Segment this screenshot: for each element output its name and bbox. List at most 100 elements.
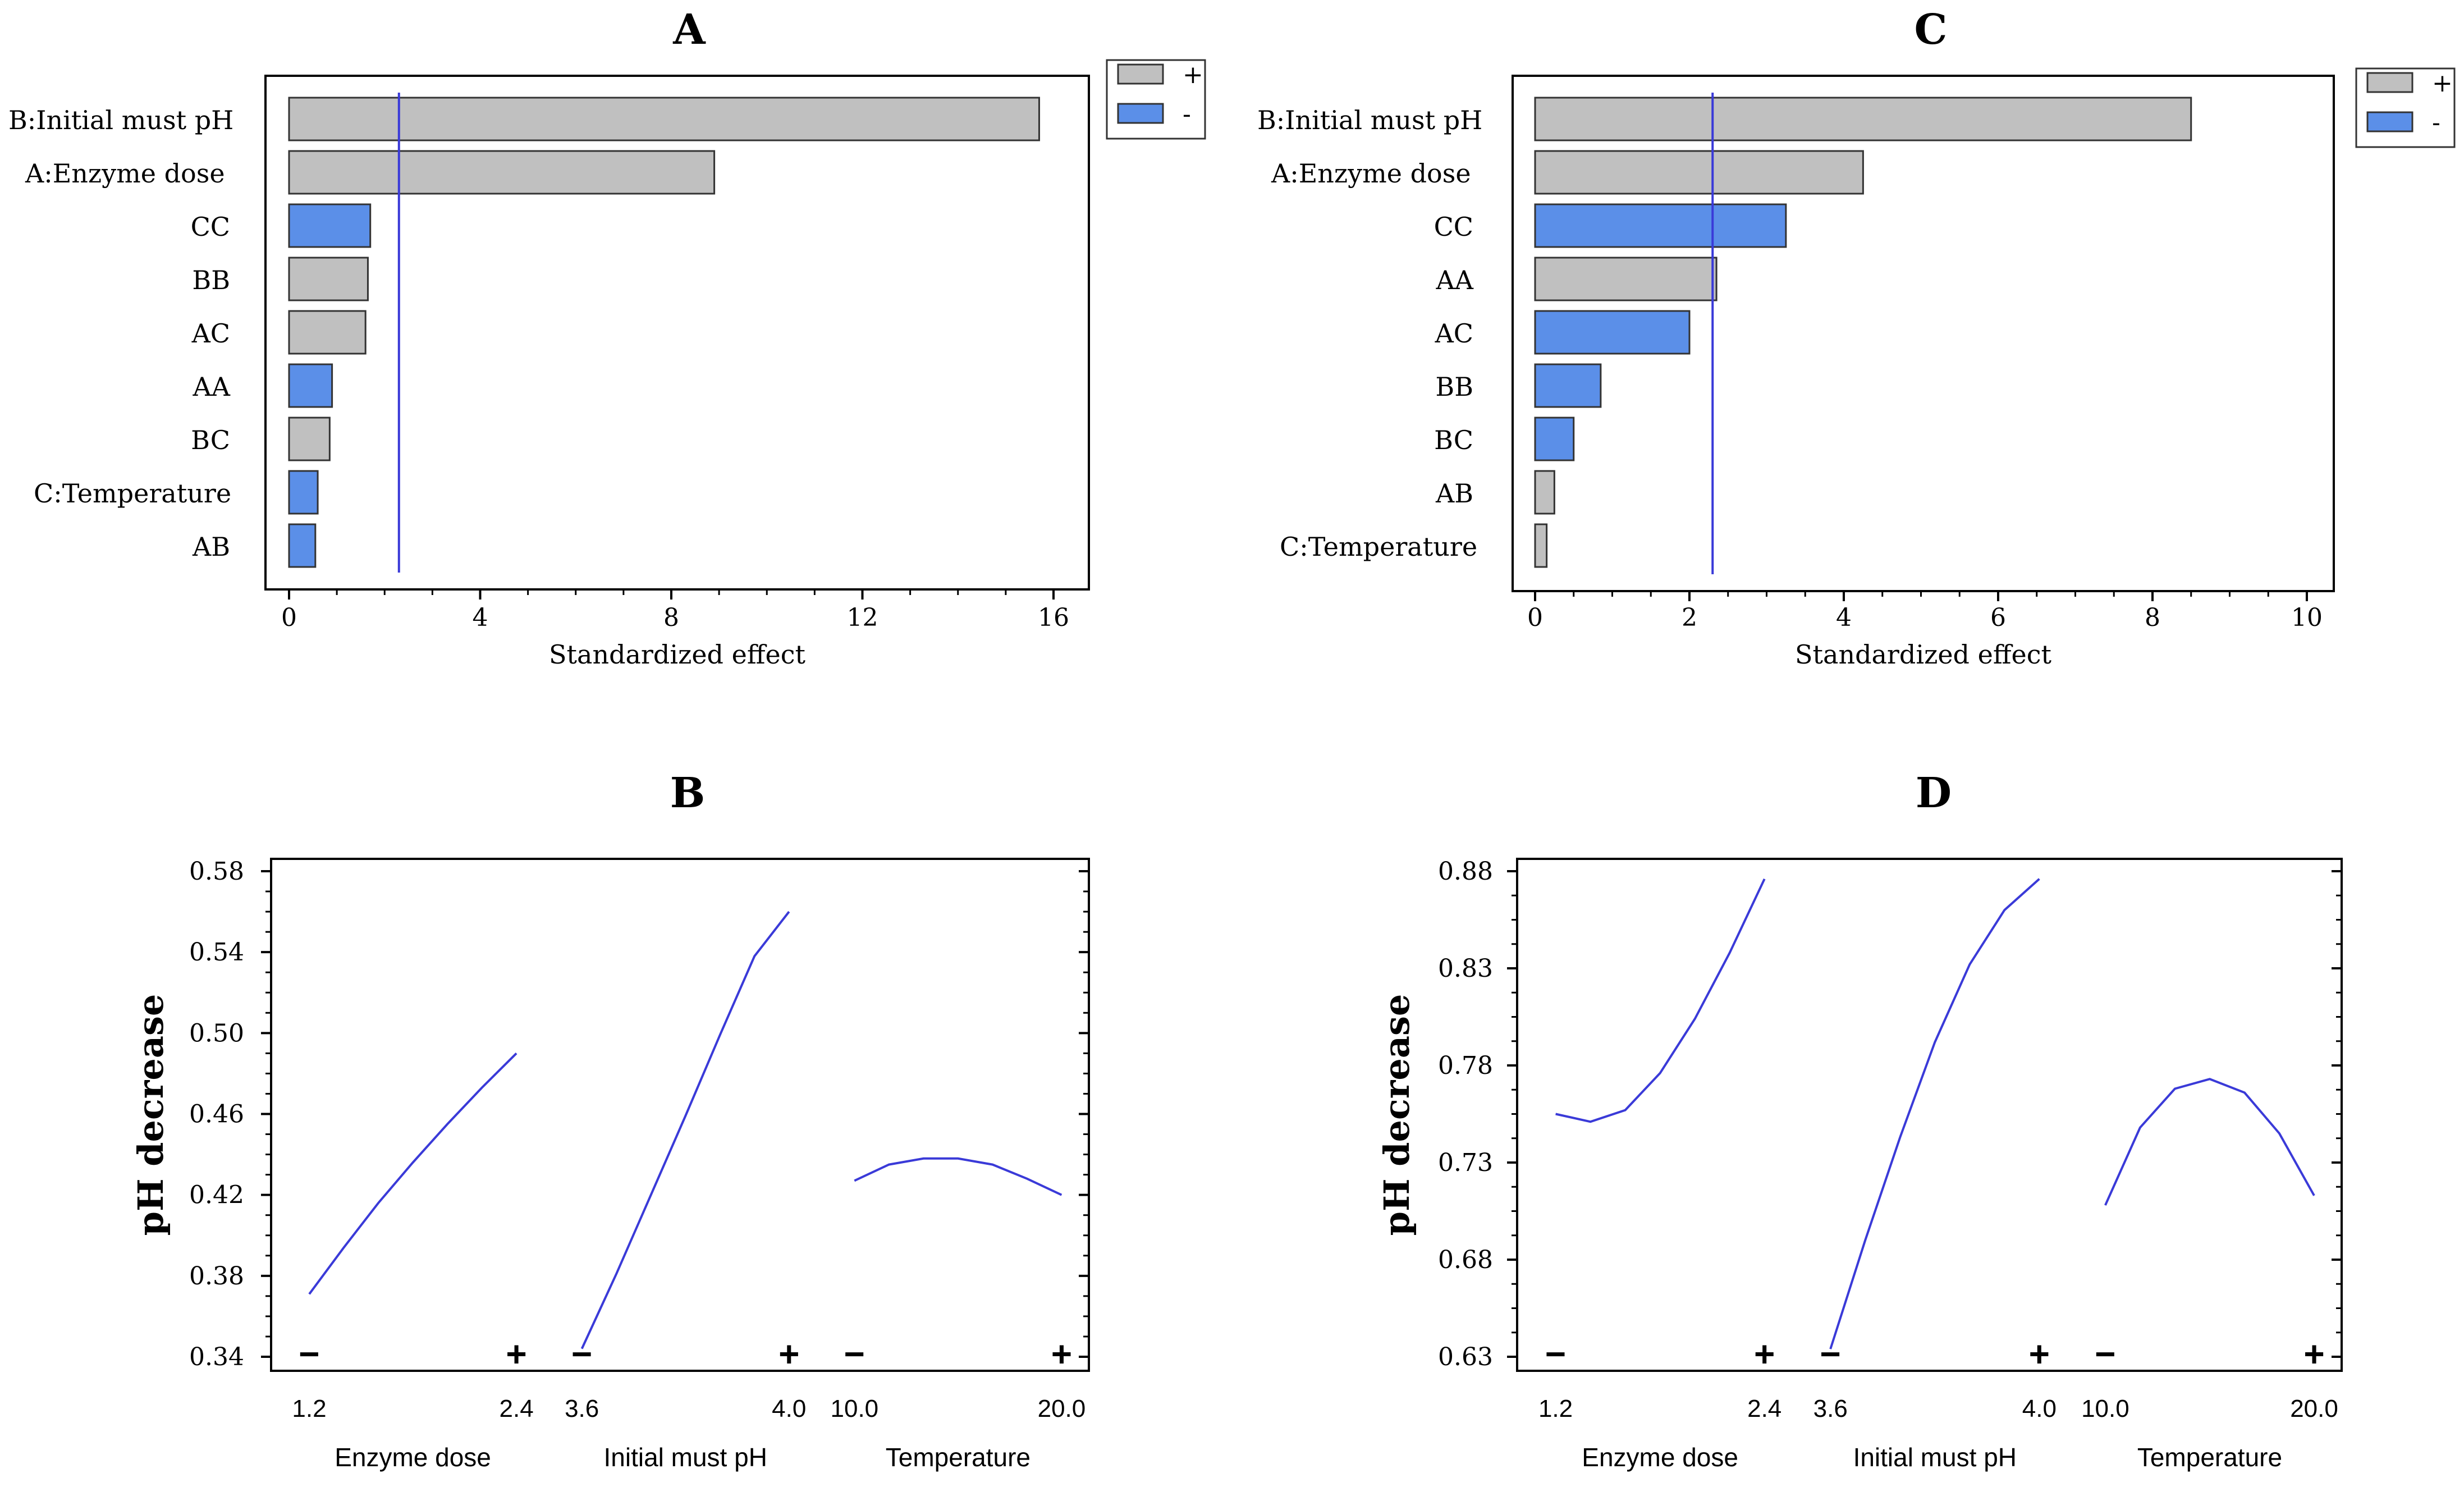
x-tick-label: 0: [281, 603, 297, 632]
bar-cc: [1534, 203, 1787, 248]
chart-title: B: [670, 769, 706, 817]
category-label: BC: [191, 425, 230, 455]
legend-swatch: [1117, 63, 1164, 85]
chart-d: D 0.63 0.68 0.73 0.78 0.83 0.88 pH decrease − +1.…: [1376, 769, 2343, 1472]
category-label: A:Enzyme dose: [1271, 158, 1471, 189]
x-tick-label: 6: [1990, 603, 2006, 632]
bar-ab: [1534, 470, 1555, 515]
high-level-marker: +: [1051, 1334, 1072, 1374]
category-label: A:Enzyme dose: [25, 158, 225, 189]
bar-cc: [288, 203, 372, 248]
y-tick-label: 0.63: [1438, 1343, 1493, 1371]
y-tick-label: 0.73: [1438, 1149, 1493, 1177]
plot-frame: [270, 858, 1090, 1372]
category-label: AC: [1435, 318, 1473, 349]
x-axis-label: Standardized effect: [1795, 639, 2051, 670]
bar-ac: [1534, 310, 1691, 355]
x-tick-label: 10: [2291, 603, 2323, 632]
bar-a-enzyme-dose: [1534, 150, 1864, 195]
low-level-marker: −: [844, 1334, 865, 1374]
chart-b: B 0.34 0.38 0.42 0.46 0.50 0.54 0.58 pH decrease…: [130, 769, 1090, 1472]
low-level-marker: −: [1820, 1334, 1841, 1374]
y-axis-label: pH decrease: [130, 994, 171, 1236]
factor-high-label: 4.0: [2022, 1395, 2057, 1422]
bar-b-initial-must-ph: [1534, 97, 2192, 141]
effect-line-enzyme-dose: [1555, 878, 1766, 1123]
factor-name: Initial must pH: [1853, 1443, 2017, 1472]
category-label: C:Temperature: [1280, 532, 1477, 562]
legend-label: -: [1183, 100, 1191, 129]
x-tick-label: 8: [2145, 603, 2160, 632]
category-label: CC: [191, 212, 230, 242]
bar-bb: [288, 257, 369, 301]
bar-bb: [1534, 363, 1602, 408]
legend-label: -: [2432, 108, 2440, 137]
bar-b-initial-must-ph: [288, 97, 1040, 141]
x-axis-label: Standardized effect: [549, 639, 805, 670]
factor-high-label: 2.4: [500, 1395, 534, 1422]
x-tick-label: 12: [847, 603, 878, 632]
factor-low-label: 10.0: [831, 1395, 879, 1422]
factor-name: Initial must pH: [603, 1443, 767, 1472]
plot-frame: [1516, 858, 2343, 1372]
y-tick-label: 0.68: [1438, 1246, 1493, 1274]
effect-line-temperature: [2104, 1078, 2315, 1206]
category-label: AB: [192, 532, 230, 562]
chart-a: A B:Initial must pH A:Enzyme dose CC BB AC AA B…: [8, 6, 1206, 670]
factor-low-label: 3.6: [565, 1395, 599, 1422]
factor-low-label: 1.2: [1538, 1395, 1573, 1422]
y-tick-label: 0.83: [1438, 954, 1493, 983]
factor-high-label: 20.0: [2290, 1395, 2338, 1422]
category-label: BB: [1435, 372, 1473, 402]
effect-line-initial-must-ph: [580, 910, 790, 1349]
chart-title: D: [1916, 769, 1952, 817]
x-tick-label: 0: [1527, 603, 1543, 632]
y-tick-label: 0.78: [1438, 1051, 1493, 1080]
high-level-marker: +: [2029, 1334, 2050, 1374]
high-level-marker: +: [2303, 1334, 2324, 1374]
y-axis-label: pH decrease: [1376, 994, 1417, 1236]
factor-name: Enzyme dose: [335, 1443, 491, 1472]
factor-name: Temperature: [886, 1443, 1031, 1472]
category-label: B:Initial must pH: [8, 105, 233, 135]
effect-line-temperature: [854, 1157, 1062, 1196]
legend-label: +: [1183, 61, 1203, 89]
category-label: C:Temperature: [34, 478, 231, 509]
y-tick-label: 0.88: [1438, 857, 1493, 886]
y-tick-label: 0.42: [189, 1181, 244, 1210]
bar-c-temperature: [1534, 523, 1548, 568]
low-level-marker: −: [2095, 1334, 2115, 1374]
factor-low-label: 3.6: [1813, 1395, 1848, 1422]
bar-ab: [288, 523, 317, 568]
category-label: AA: [193, 372, 231, 402]
effect-line-enzyme-dose: [308, 1052, 517, 1295]
high-level-marker: +: [506, 1334, 526, 1374]
category-label: B:Initial must pH: [1257, 105, 1482, 135]
factor-name: Temperature: [2137, 1443, 2282, 1472]
factor-high-label: 4.0: [772, 1395, 806, 1422]
bar-aa: [1534, 257, 1718, 301]
legend-swatch: [2366, 72, 2413, 93]
x-tick-label: 2: [1682, 603, 1697, 632]
category-label: BB: [192, 265, 230, 295]
factor-name: Enzyme dose: [1582, 1443, 1738, 1472]
factor-high-label: 20.0: [1038, 1395, 1086, 1422]
factor-low-label: 1.2: [292, 1395, 326, 1422]
factor-high-label: 2.4: [1747, 1395, 1781, 1422]
legend-swatch: [1117, 103, 1164, 124]
y-tick-label: 0.46: [189, 1100, 244, 1129]
category-label: BC: [1434, 425, 1473, 455]
bar-c-temperature: [288, 470, 319, 515]
low-level-marker: −: [299, 1334, 319, 1374]
category-label: AA: [1436, 265, 1474, 295]
legend-swatch: [2366, 111, 2413, 132]
high-level-marker: +: [778, 1334, 799, 1374]
x-tick-label: 8: [663, 603, 679, 632]
bar-ac: [288, 310, 367, 355]
plot-frame: [264, 75, 1090, 591]
x-tick-label: 4: [1836, 603, 1852, 632]
factor-low-label: 10.0: [2081, 1395, 2129, 1422]
effect-line-initial-must-ph: [1829, 878, 2040, 1349]
y-tick-label: 0.34: [189, 1343, 244, 1371]
